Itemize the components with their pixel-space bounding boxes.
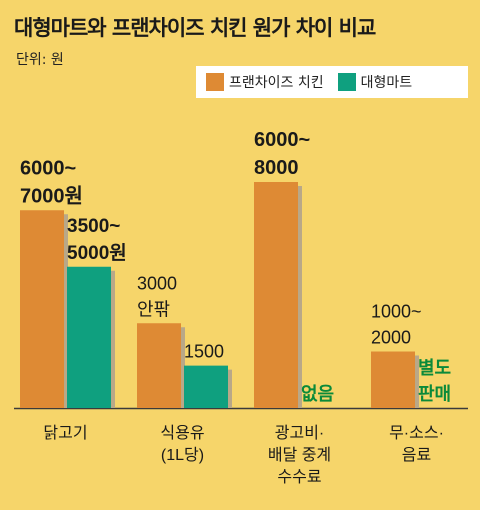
value-label-mart-3-1: 판매 bbox=[418, 384, 451, 404]
value-label-franchise-0-1: 7000원 bbox=[20, 184, 83, 207]
legend: 프랜차이즈 치킨 대형마트 bbox=[196, 66, 468, 98]
bar-mart-1 bbox=[184, 365, 228, 408]
bar-franchise-3 bbox=[371, 351, 415, 408]
bar-franchise-1 bbox=[137, 323, 181, 408]
chart-title: 대형마트와 프랜차이즈 치킨 원가 차이 비교 bbox=[14, 16, 376, 40]
value-label-franchise-2-1: 8000 bbox=[254, 157, 299, 179]
legend-item-franchise: 프랜차이즈 치킨 bbox=[206, 72, 324, 92]
value-label-franchise-1-0: 3000 bbox=[137, 273, 177, 293]
value-label-franchise-3-1: 2000 bbox=[371, 328, 411, 348]
value-label-mart-3-0: 별도 bbox=[418, 358, 451, 378]
bar-mart-0 bbox=[67, 266, 111, 408]
legend-label-franchise: 프랜차이즈 치킨 bbox=[229, 75, 324, 91]
category-label-3-0: 무·소스· bbox=[389, 425, 444, 442]
value-label-mart-1-0: 1500 bbox=[184, 342, 224, 362]
legend-swatch-mart bbox=[337, 73, 356, 91]
category-label-3-1: 음료 bbox=[402, 446, 431, 464]
legend-swatch-franchise bbox=[206, 73, 224, 91]
value-label-franchise-3-0: 1000~ bbox=[371, 302, 422, 322]
legend-label-mart: 대형마트 bbox=[360, 75, 413, 91]
value-label-franchise-2-0: 6000~ bbox=[254, 129, 310, 151]
category-label-2-1: 배달 중계 bbox=[268, 446, 331, 464]
category-label-2-0: 광고비· bbox=[275, 424, 325, 442]
value-label-mart-2-0: 없음 bbox=[301, 384, 334, 404]
category-label-1-1: (1L당) bbox=[161, 446, 204, 464]
category-label-1-0: 식용유 bbox=[160, 424, 204, 442]
unit-label: 단위: 원 bbox=[16, 52, 64, 68]
value-label-franchise-0-0: 6000~ bbox=[20, 157, 76, 179]
category-label-2-2: 수수료 bbox=[277, 468, 321, 486]
bar-franchise-2 bbox=[254, 182, 298, 408]
category-label-0-0: 닭고기 bbox=[43, 424, 87, 442]
bar-franchise-0 bbox=[20, 210, 64, 408]
value-label-franchise-1-1: 안팎 bbox=[137, 299, 170, 319]
value-label-mart-0-1: 5000원 bbox=[67, 242, 127, 264]
legend-item-mart: 대형마트 bbox=[337, 72, 413, 92]
value-label-mart-0-0: 3500~ bbox=[67, 216, 120, 237]
